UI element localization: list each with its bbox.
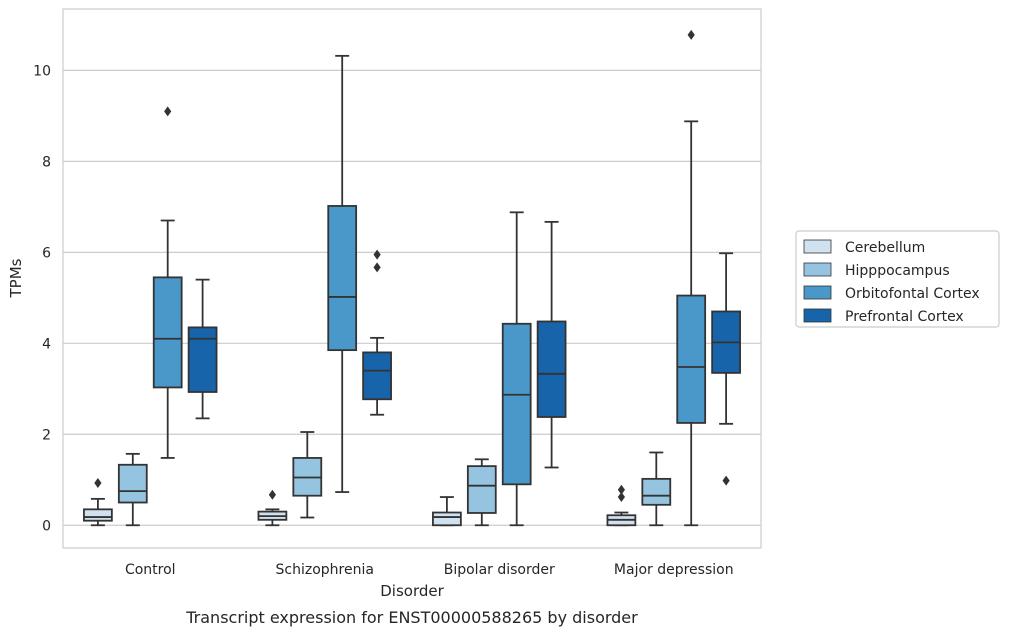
box-iqr	[501, 322, 532, 486]
box-iqr	[83, 508, 113, 522]
legend-swatch	[803, 308, 832, 323]
box-iqr	[117, 463, 148, 504]
chart-caption: Transcript expression for ENST0000058826…	[185, 608, 638, 627]
box-cerebellum	[606, 484, 637, 527]
box-cerebellum	[432, 496, 462, 527]
box-orbitofontal-cortex	[152, 106, 183, 459]
outlier-point	[268, 489, 276, 500]
x-tick-label: Major depression	[614, 562, 734, 578]
box-hipppocampus	[641, 451, 672, 527]
box-iqr	[187, 326, 218, 393]
outlier-point	[373, 249, 381, 260]
box-prefrontal-cortex	[187, 278, 218, 420]
plot-frame	[62, 8, 762, 549]
y-axis-title: TPMs	[7, 258, 25, 298]
box-hipppocampus	[117, 452, 148, 527]
outlier-point	[164, 106, 172, 117]
box-iqr	[327, 205, 358, 352]
box-iqr	[152, 276, 183, 389]
box-orbitofontal-cortex	[501, 211, 532, 527]
y-tick-labels: 0 2 4 6 8 10	[33, 63, 51, 534]
box-orbitofontal-cortex	[327, 54, 358, 493]
y-tick-label: 8	[42, 154, 51, 170]
outlier-point	[617, 484, 625, 495]
outlier-point	[687, 29, 695, 40]
box-hipppocampus	[466, 458, 497, 527]
y-tick-label: 0	[42, 518, 51, 534]
box-iqr	[362, 351, 392, 401]
legend-label: Orbitofontal Cortex	[845, 286, 980, 302]
y-tick-label: 6	[42, 245, 51, 261]
y-tick-label: 2	[42, 427, 51, 443]
x-axis-title: Disorder	[380, 582, 444, 600]
box-orbitofontal-cortex	[676, 29, 707, 527]
outlier-point	[722, 475, 730, 486]
legend-swatch	[803, 262, 832, 277]
box-cerebellum	[83, 477, 113, 527]
box-prefrontal-cortex	[711, 252, 741, 486]
legend-box	[795, 230, 1000, 328]
box-iqr	[432, 511, 462, 527]
outlier-point	[617, 492, 625, 503]
box-hipppocampus	[292, 431, 323, 519]
box-iqr	[641, 477, 672, 506]
y-tick-label: 10	[33, 63, 51, 79]
box-iqr	[466, 465, 497, 514]
box-prefrontal-cortex	[362, 249, 392, 416]
box-cerebellum	[257, 489, 288, 527]
box-prefrontal-cortex	[536, 220, 567, 469]
y-tick-label: 4	[42, 336, 51, 352]
x-tick-labels: Control Schizophrenia Bipolar disorder Majo…	[125, 562, 734, 578]
box-iqr	[536, 320, 567, 418]
legend-swatch	[803, 285, 832, 300]
legend-swatch	[803, 239, 832, 254]
x-tick-label: Schizophrenia	[276, 562, 374, 578]
legend-label: Prefrontal Cortex	[845, 309, 964, 325]
x-tick-label: Bipolar disorder	[444, 562, 555, 578]
legend-label: Hipppocampus	[845, 263, 950, 279]
box-iqr	[676, 294, 707, 424]
x-tick-label: Control	[125, 562, 176, 578]
outlier-point	[373, 262, 381, 273]
legend-label: Cerebellum	[845, 240, 925, 256]
outlier-point	[94, 477, 102, 488]
box-groups	[83, 29, 741, 527]
legend: Cerebellum Hipppocampus Orbitofontal Corte…	[795, 230, 1000, 328]
